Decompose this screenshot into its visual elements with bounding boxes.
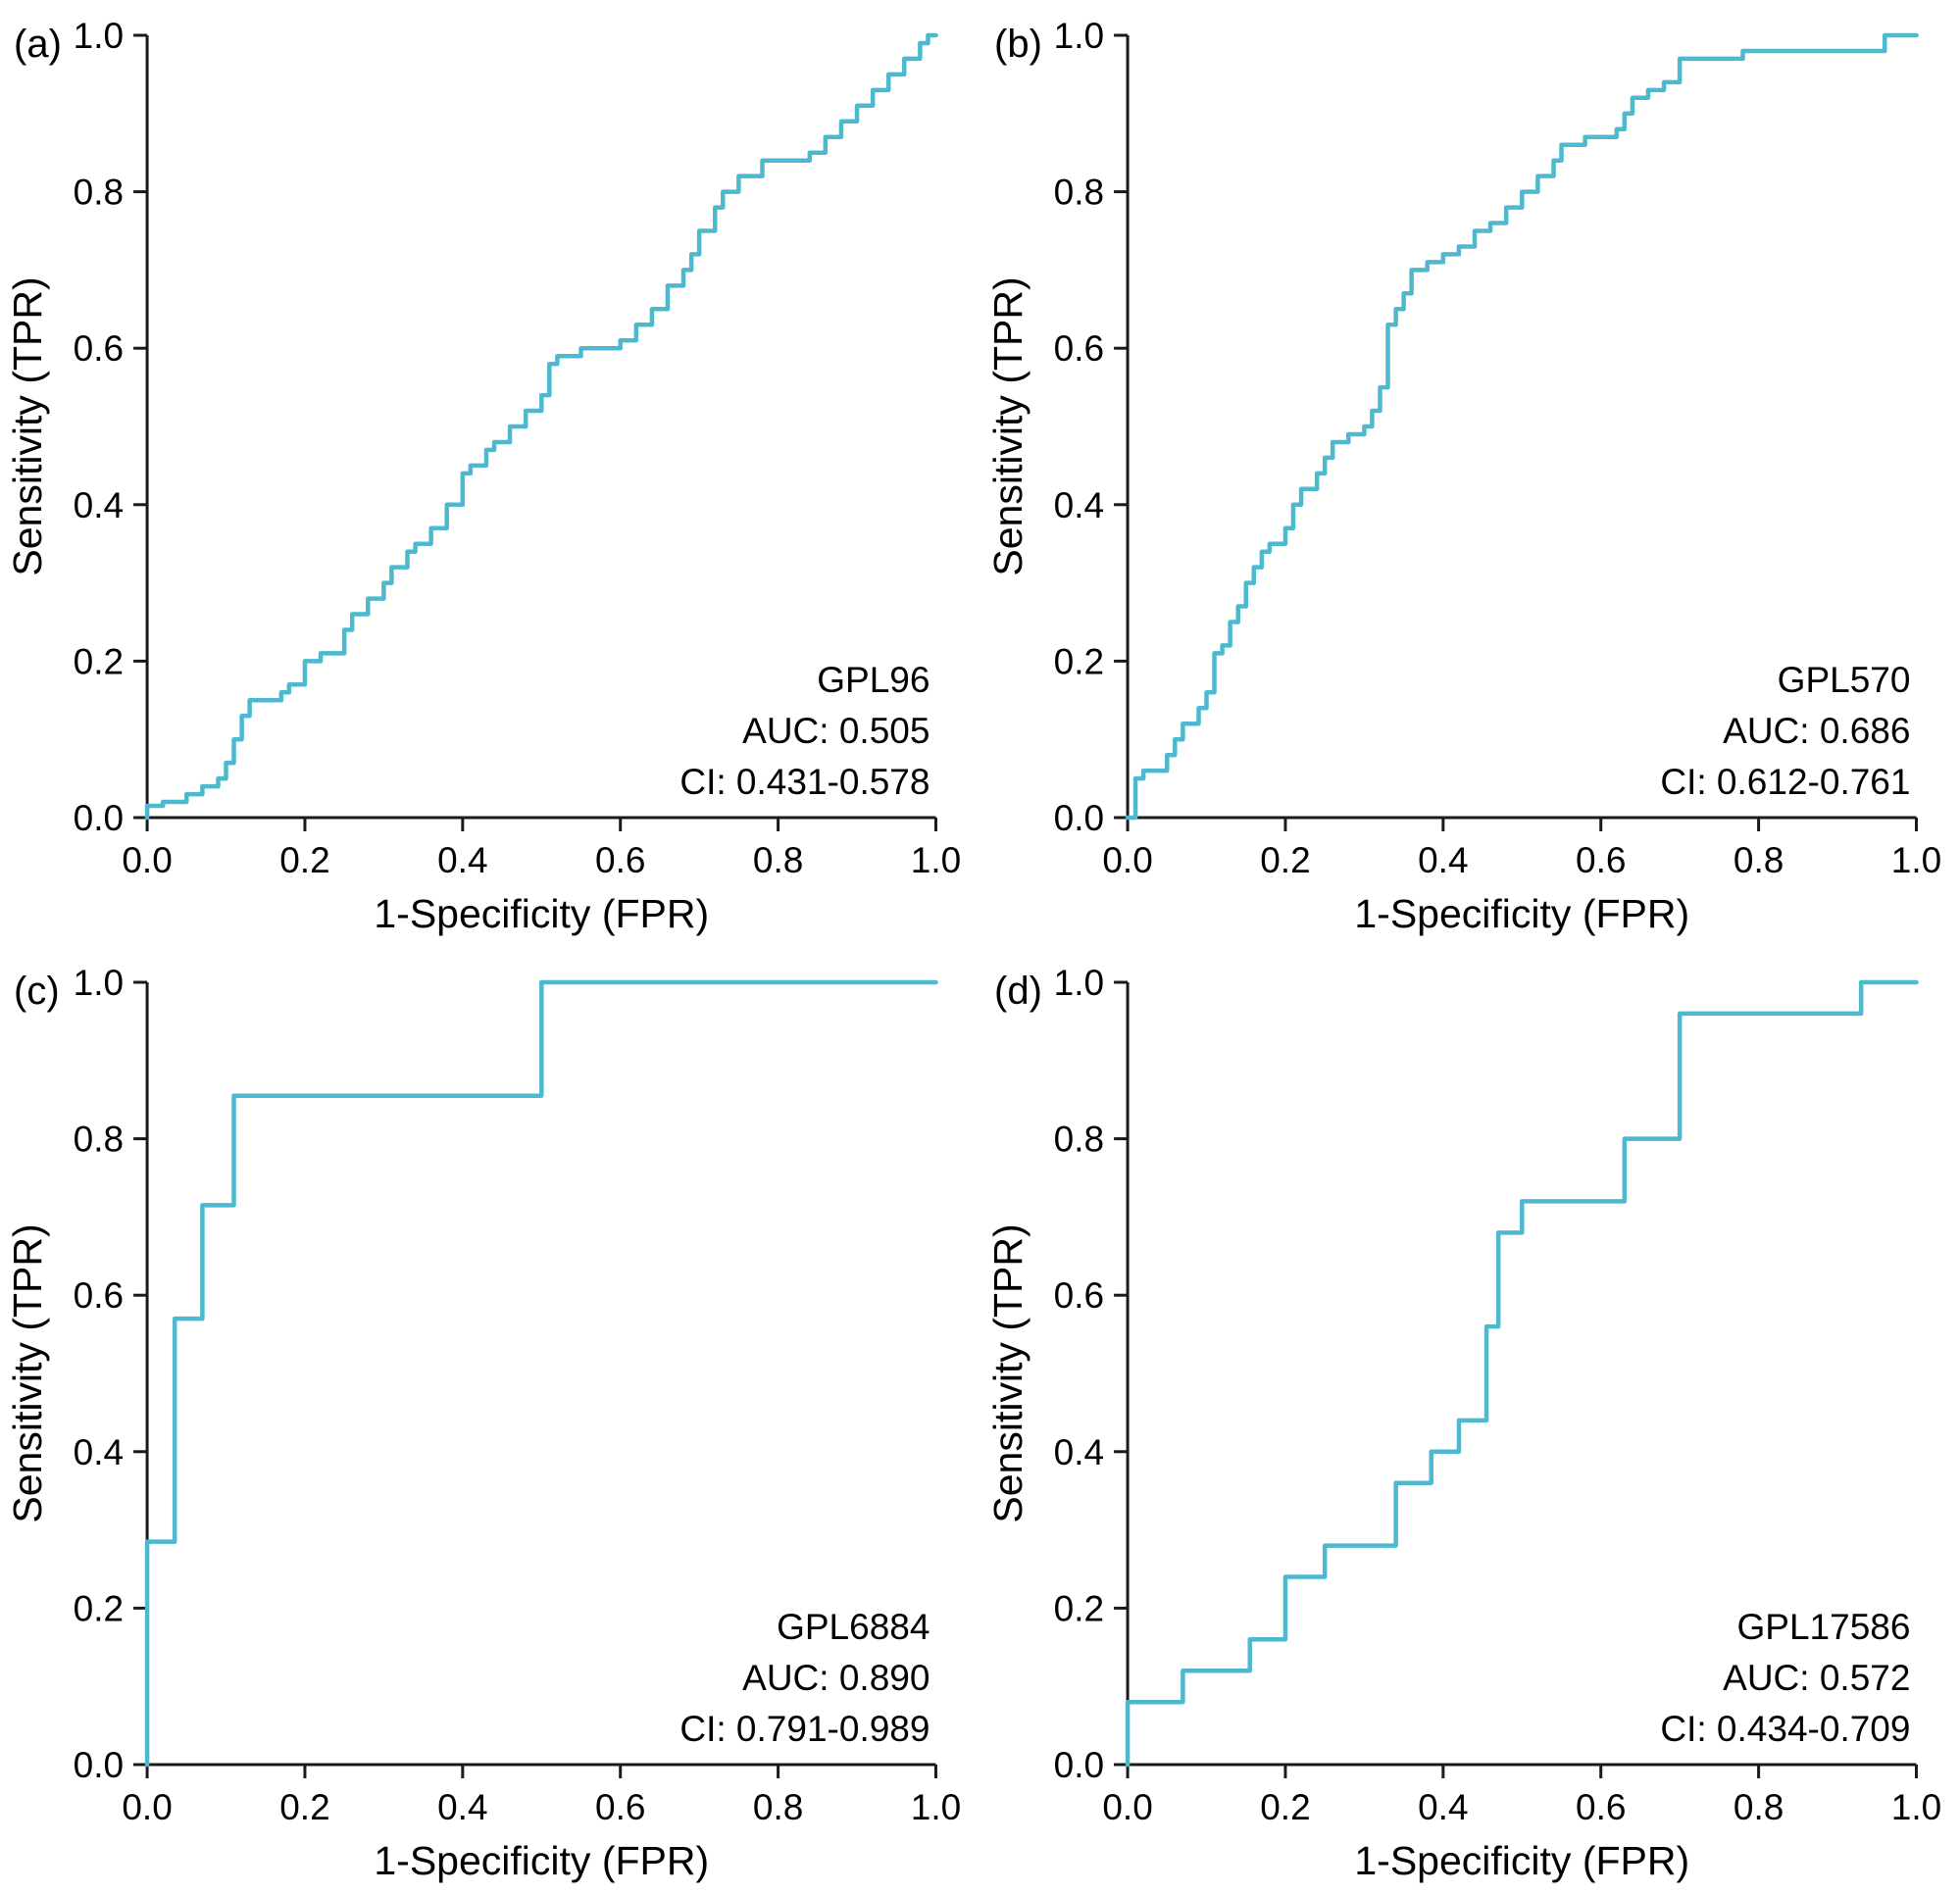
roc-panel-b: 0.0 0.0 0.2 0.2 0.4 0.4 0.6 0.6 0.8 0.8 1.0 1.0 1-Sp… (980, 0, 1960, 947)
annotation-platform: GPL570 (1777, 660, 1910, 700)
y-tick-label: 0.0 (1053, 1745, 1103, 1785)
annotation-auc: AUC: 0.890 (742, 1658, 930, 1698)
annotation-ci: CI: 0.431-0.578 (679, 762, 930, 802)
annotation-ci: CI: 0.434-0.709 (1660, 1709, 1910, 1749)
roc-panel-svg: 0.00.0 0.2 0.2 0.4 0.4 0.6 0.6 0.8 0.8 1.0 1.0 1-Sp… (5, 16, 961, 936)
roc-panel-svg: 0.00.0 0.2 0.2 0.4 0.4 0.6 0.6 0.8 0.8 1.0 1.0 1-Sp… (5, 963, 961, 1883)
y-axis-label: Sensitivity (TPR) (985, 1223, 1030, 1522)
annotation-platform: GPL6884 (777, 1607, 930, 1647)
y-tick-label: 0.2 (1053, 641, 1103, 681)
x-tick-label: 0.4 (437, 840, 487, 880)
roc-curve (144, 32, 938, 821)
x-axis-label: 1-Specificity (FPR) (1354, 1838, 1689, 1883)
y-tick-label: 1.0 (74, 963, 124, 1003)
roc-panel-svg: 0.00.0 0.2 0.2 0.4 0.4 0.6 0.6 0.8 0.8 1.0 1.0 1-Sp… (985, 963, 1941, 1883)
panel-label: (c) (14, 970, 60, 1013)
x-tick-label: 0.8 (753, 840, 803, 880)
y-tick-label: 0.4 (1053, 485, 1103, 525)
x-tick-label: 0.6 (595, 840, 645, 880)
y-axis-label: Sensitivity (TPR) (985, 276, 1030, 575)
x-tick-label: 0.0 (1102, 840, 1152, 880)
y-axis-label: Sensitivity (TPR) (5, 276, 50, 575)
roc-curve (1125, 979, 1919, 1768)
x-tick-label: 0.6 (595, 1787, 645, 1827)
x-tick-label: 0.4 (1418, 1787, 1468, 1827)
roc-curve (144, 979, 938, 1768)
y-tick-label: 0.6 (74, 328, 124, 369)
x-axis-label: 1-Specificity (FPR) (374, 891, 709, 936)
y-tick-label: 1.0 (74, 16, 124, 56)
y-tick-label: 0.8 (1053, 173, 1103, 213)
roc-curve (1125, 32, 1919, 821)
x-tick-label: 0.0 (122, 1787, 172, 1827)
x-tick-label: 0.8 (1733, 840, 1783, 880)
x-tick-label: 1.0 (911, 1787, 961, 1827)
x-tick-label: 0.2 (279, 840, 329, 880)
x-tick-label: 0.4 (1418, 840, 1468, 880)
x-tick-label: 0.8 (1733, 1787, 1783, 1827)
annotation-ci: CI: 0.612-0.761 (1660, 762, 1910, 802)
y-tick-label: 1.0 (1053, 963, 1103, 1003)
panel-label: (a) (14, 23, 62, 66)
roc-panel-d: 0.0 0.0 0.2 0.2 0.4 0.4 0.6 0.6 0.8 0.8 1.0 1.0 1-Sp… (980, 947, 1960, 1894)
x-tick-label: 1.0 (911, 840, 961, 880)
roc-panel-c: 0.0 0.0 0.2 0.2 0.4 0.4 0.6 0.6 0.8 0.8 1.0 1.0 1-Sp… (0, 947, 980, 1894)
y-tick-label: 0.6 (1053, 328, 1103, 369)
y-tick-label: 0.2 (1053, 1588, 1103, 1628)
x-tick-label: 1.0 (1890, 1787, 1940, 1827)
x-axis-label: 1-Specificity (FPR) (1354, 891, 1689, 936)
x-tick-label: 1.0 (1890, 840, 1940, 880)
x-tick-label: 0.2 (279, 1787, 329, 1827)
y-axis-label: Sensitivity (TPR) (5, 1223, 50, 1522)
annotation-platform: GPL96 (817, 660, 930, 700)
x-tick-label: 0.0 (1102, 1787, 1152, 1827)
x-tick-label: 0.4 (437, 1787, 487, 1827)
x-tick-label: 0.6 (1575, 1787, 1625, 1827)
y-tick-label: 0.2 (74, 1588, 124, 1628)
y-tick-label: 0.4 (1053, 1432, 1103, 1472)
panel-label: (b) (994, 23, 1042, 66)
x-axis-label: 1-Specificity (FPR) (374, 1838, 709, 1883)
y-tick-label: 1.0 (1053, 16, 1103, 56)
panel-label: (d) (994, 970, 1042, 1013)
x-tick-label: 0.8 (753, 1787, 803, 1827)
y-tick-label: 0.4 (74, 485, 124, 525)
y-tick-label: 0.0 (74, 798, 124, 838)
y-tick-label: 0.8 (74, 173, 124, 213)
annotation-ci: CI: 0.791-0.989 (679, 1709, 930, 1749)
y-tick-label: 0.6 (74, 1275, 124, 1316)
y-tick-label: 0.8 (1053, 1120, 1103, 1160)
y-tick-label: 0.4 (74, 1432, 124, 1472)
y-tick-label: 0.0 (74, 1745, 124, 1785)
annotation-platform: GPL17586 (1736, 1607, 1910, 1647)
annotation-auc: AUC: 0.505 (742, 711, 930, 751)
roc-panel-svg: 0.00.0 0.2 0.2 0.4 0.4 0.6 0.6 0.8 0.8 1.0 1.0 1-Sp… (985, 16, 1941, 936)
annotation-auc: AUC: 0.572 (1723, 1658, 1910, 1698)
x-tick-label: 0.2 (1260, 840, 1310, 880)
annotation-auc: AUC: 0.686 (1723, 711, 1910, 751)
y-tick-label: 0.6 (1053, 1275, 1103, 1316)
x-tick-label: 0.6 (1575, 840, 1625, 880)
y-tick-label: 0.0 (1053, 798, 1103, 838)
y-tick-label: 0.8 (74, 1120, 124, 1160)
roc-panel-a: 0.0 0.0 0.2 0.2 0.4 0.4 0.6 0.6 0.8 0.8 1.0 1.0 1-Sp… (0, 0, 980, 947)
x-tick-label: 0.0 (122, 840, 172, 880)
x-tick-label: 0.2 (1260, 1787, 1310, 1827)
y-tick-label: 0.2 (74, 641, 124, 681)
